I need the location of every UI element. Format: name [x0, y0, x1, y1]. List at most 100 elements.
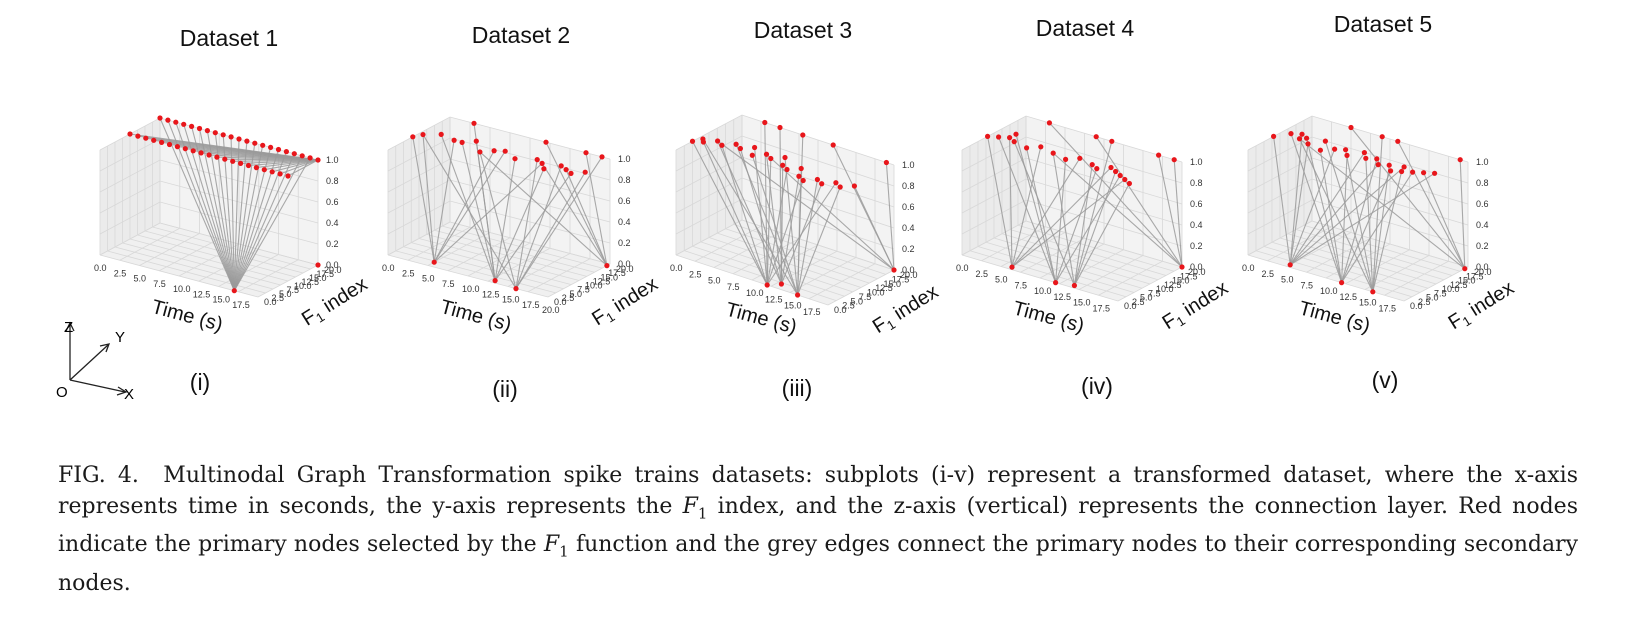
grid-z — [675, 135, 895, 187]
graph-node — [1395, 138, 1401, 144]
x-tick-label: 10.0 — [462, 284, 480, 294]
subplot-5: 0.00.20.40.60.81.00.02.55.07.510.012.515… — [1242, 11, 1518, 393]
graph-edge — [440, 134, 496, 281]
graph-node — [543, 139, 549, 145]
graph-edge — [422, 134, 517, 289]
x-tick-label: 17.5 — [232, 300, 250, 310]
graph-node — [206, 152, 212, 158]
graph-node — [1050, 150, 1056, 156]
panels: 0.00.20.40.60.81.00.02.55.07.510.012.515… — [94, 11, 1518, 402]
graph-edge — [1052, 153, 1075, 286]
grid-z — [675, 177, 895, 229]
y-tick-label: 7.5 — [1148, 288, 1161, 298]
x-tick-label: 12.5 — [1054, 292, 1072, 302]
x-tick-label: 7.5 — [153, 279, 166, 289]
graph-node — [583, 150, 589, 156]
graph-node — [996, 134, 1002, 140]
z-tick-label: 0.6 — [326, 197, 339, 207]
z-tick-label: 0.6 — [1476, 199, 1489, 209]
graph-node — [763, 151, 770, 157]
graph-node — [568, 170, 574, 176]
graph-node — [837, 184, 843, 190]
axis-key-y: Y — [115, 329, 125, 346]
grid-y-floor — [1017, 224, 1175, 272]
z-tick-label: 0.0 — [1476, 262, 1489, 272]
graph-node — [438, 131, 444, 137]
graph-node — [502, 148, 508, 154]
edges — [987, 122, 1183, 286]
grid-z — [961, 199, 1183, 247]
graph-node — [1401, 164, 1407, 170]
graph-node — [539, 160, 545, 166]
graph-node — [1305, 141, 1311, 147]
x-tick-label: 2.5 — [1262, 269, 1275, 279]
graph-node — [1156, 152, 1162, 158]
x-tick-label: 0.0 — [956, 263, 969, 273]
z-tick-label: 0.2 — [618, 238, 631, 248]
graph-node — [212, 130, 218, 136]
graph-edge — [721, 145, 768, 286]
graph-node — [1117, 172, 1123, 179]
y-tick-label: 7.5 — [287, 285, 300, 295]
grid-z — [961, 178, 1183, 226]
axis-key-diagram: Z Y X O — [56, 319, 134, 403]
y-tick-label: 17.5 — [892, 274, 910, 284]
x-tick-label: 15.0 — [1359, 298, 1377, 308]
grid-z — [675, 156, 895, 208]
x-tick-label: 17.5 — [522, 300, 540, 310]
y-tick-label: 2.5 — [272, 293, 285, 303]
axis-key-z: Z — [64, 319, 73, 336]
grid-z — [1247, 157, 1469, 205]
graph-edge — [1048, 122, 1183, 268]
grid-z — [1247, 178, 1469, 226]
graph-edge — [1372, 136, 1383, 292]
grid-z — [387, 137, 611, 181]
graph-edge — [702, 141, 768, 286]
grid-z — [1247, 136, 1469, 184]
graph-node — [182, 146, 188, 152]
y-tick-label: 0.0 — [1124, 301, 1137, 311]
y-tick-label: 5.0 — [570, 289, 583, 299]
y-tick-label: 0.0 — [554, 297, 567, 307]
graph-edge — [766, 180, 804, 286]
graph-edge — [832, 144, 895, 271]
graph-node — [1094, 166, 1100, 172]
z-tick-label: 0.8 — [1476, 178, 1489, 188]
graph-edge — [233, 141, 248, 291]
graph-node — [800, 132, 806, 138]
graph-node — [275, 146, 282, 153]
graph-edge — [717, 140, 895, 271]
graph-node — [1013, 131, 1019, 137]
x-tick-label: 10.0 — [746, 288, 764, 298]
graph-node — [582, 169, 588, 175]
axis-key-x: X — [124, 386, 134, 403]
nodes — [410, 120, 610, 292]
graph-node — [174, 144, 180, 150]
graph-node — [1007, 135, 1013, 141]
x-arrowhead — [116, 386, 128, 396]
graph-edge — [1289, 148, 1336, 265]
graph-node — [830, 142, 836, 148]
subplot-4: 0.00.20.40.60.81.00.02.55.07.510.012.515… — [956, 15, 1232, 399]
y-tick-label: 17.5 — [608, 268, 626, 278]
graph-node — [307, 155, 313, 161]
graph-edge — [998, 136, 1057, 283]
y-tick-label: 17.5 — [317, 269, 335, 279]
graph-node — [260, 142, 266, 148]
graph-edge — [412, 136, 435, 263]
graph-node — [283, 149, 289, 155]
panel-label: (ii) — [492, 376, 518, 402]
grid-z — [675, 219, 895, 271]
nodes — [1271, 124, 1468, 295]
graph-node — [1332, 146, 1338, 152]
graph-node — [477, 149, 483, 155]
caption-f1-math: F1 — [682, 494, 708, 523]
graph-edge — [479, 151, 517, 289]
graph-node — [190, 148, 196, 154]
graph-edge — [233, 143, 256, 291]
graph-node — [719, 142, 725, 148]
graph-edge — [766, 182, 837, 286]
x-tick-label: 17.5 — [1379, 303, 1397, 313]
graph-node — [1126, 180, 1132, 187]
edges — [412, 123, 608, 289]
